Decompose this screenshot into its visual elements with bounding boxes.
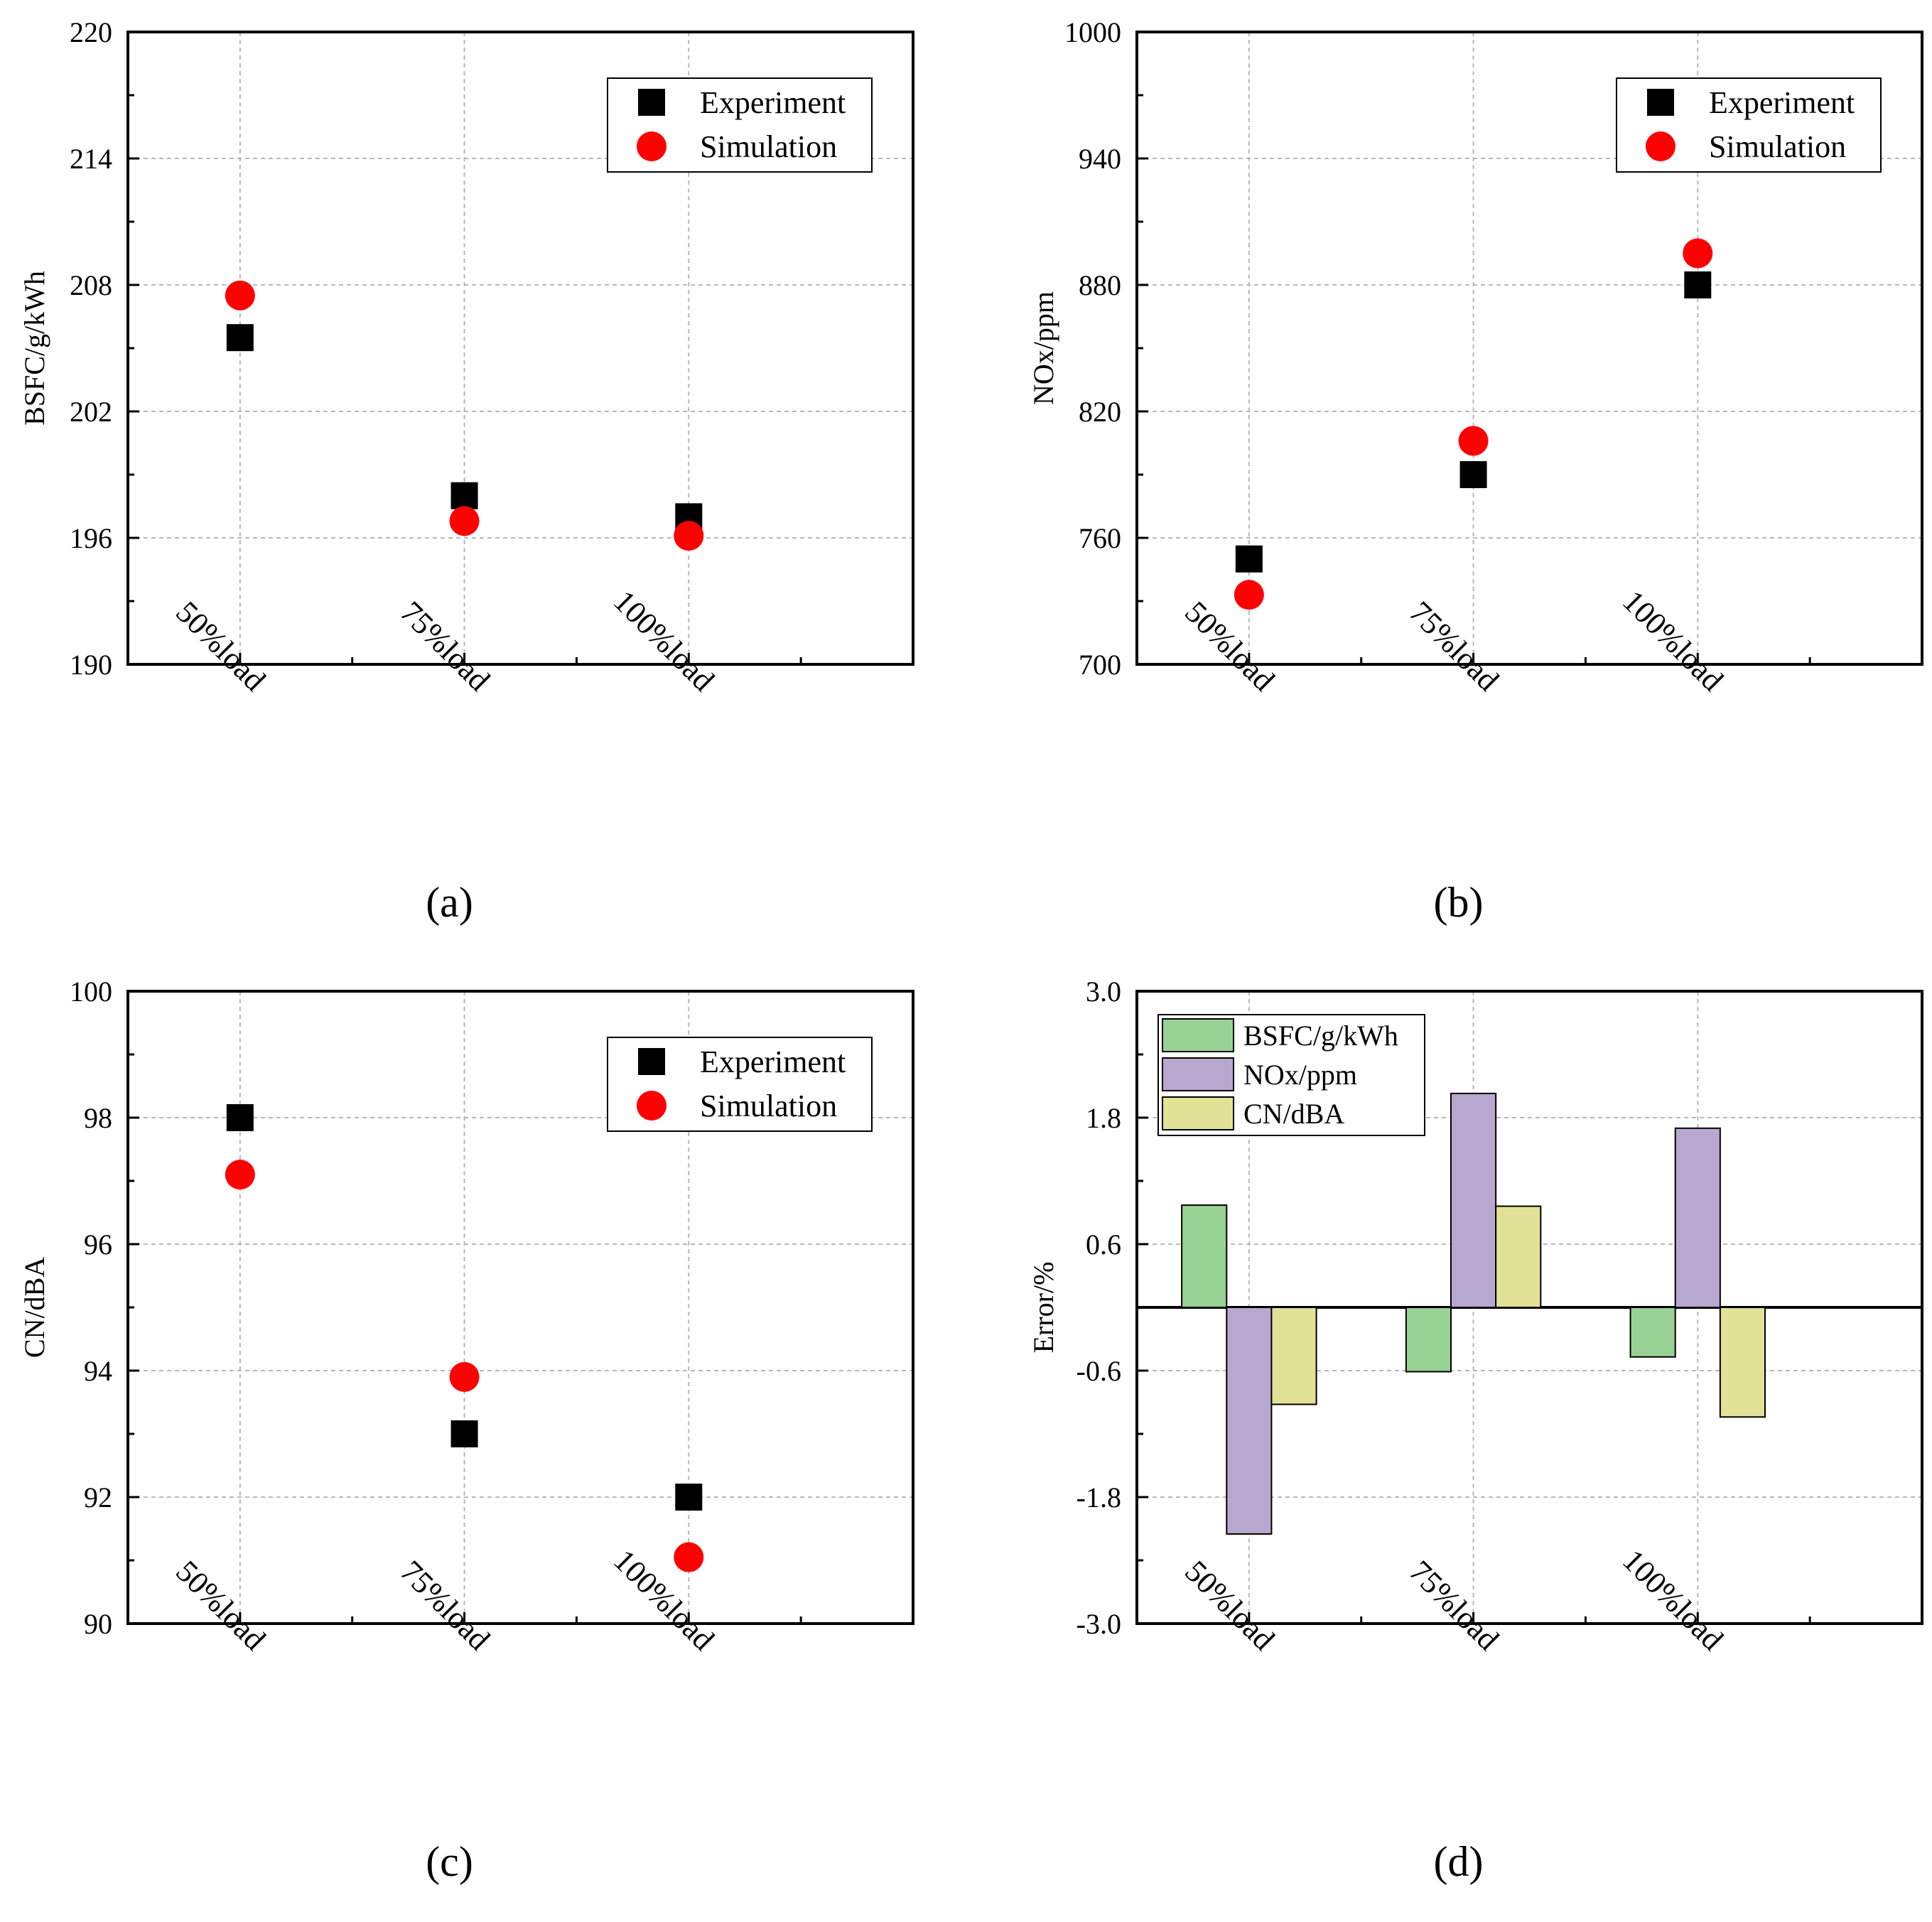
point-experiment-a [226, 324, 254, 352]
legend-label-experiment-b: Experiment [1709, 85, 1855, 120]
legend-label-bsfc-g-kwh-d: BSFC/g/kWh [1243, 1020, 1398, 1052]
point-experiment-a [450, 482, 478, 509]
bar-cn-dba-d [1719, 1307, 1766, 1418]
y-axis-label-b: NOx/ppm [1027, 291, 1059, 405]
panel-label-b: (b) [1434, 879, 1484, 926]
point-experiment-c [226, 1104, 254, 1131]
chart-svg-a: 190 196 202 208 214 220 50%load 75%load 100%load… [18, 16, 914, 926]
chart-panel-a: 190 196 202 208 214 220 50%load 75%load 100%load… [0, 0, 924, 963]
legend-marker-simulation-b [1646, 131, 1675, 161]
x-tick-label-a: 75%load [394, 595, 497, 698]
point-experiment-b [1684, 271, 1712, 298]
legend-label-simulation-c: Simulation [700, 1089, 837, 1123]
bar-cn-dba-d [1495, 1205, 1542, 1308]
point-simulation-c [225, 1160, 255, 1190]
legend-marker-simulation-c [637, 1091, 667, 1121]
y-tick-label-b: 940 [1079, 143, 1121, 175]
bar-nox-ppm-d [1226, 1307, 1273, 1535]
y-tick-label-b: 1000 [1064, 16, 1121, 48]
legend-marker-experiment-b [1647, 89, 1674, 116]
chart-svg-c: 90 92 94 96 98 100 50%load 75%load 100%load CN/dB… [18, 976, 914, 1885]
legend-swatch-bsfc-g-kwh-d [1162, 1018, 1234, 1052]
y-tick-label-a: 196 [70, 522, 112, 554]
point-simulation-c [449, 1361, 480, 1392]
y-tick-label-d: 0.6 [1086, 1229, 1121, 1260]
point-simulation-b [1683, 238, 1713, 269]
legend-marker-experiment-c [638, 1048, 665, 1075]
y-tick-label-c: 100 [70, 976, 112, 1008]
x-tick-label-d: 75%load [1403, 1554, 1506, 1657]
y-tick-label-a: 208 [70, 269, 112, 301]
point-experiment-b [1459, 461, 1487, 488]
y-tick-label-d: 1.8 [1086, 1102, 1121, 1134]
y-tick-label-a: 220 [70, 16, 112, 48]
y-tick-label-d: -3.0 [1076, 1608, 1121, 1640]
y-tick-label-c: 92 [84, 1481, 112, 1513]
chart-svg-d: -3.0 -1.8 -0.6 0.6 1.8 3.0 50%load 75%load 100%l… [1027, 976, 1923, 1885]
legend-label-cn-dba-d: CN/dBA [1243, 1098, 1344, 1130]
point-simulation-c [674, 1542, 704, 1572]
panel-label-a: (a) [426, 879, 473, 926]
point-experiment-c [675, 1484, 703, 1511]
bar-nox-ppm-d [1450, 1092, 1497, 1308]
x-tick-label-d: 100%load [1616, 1543, 1730, 1657]
y-tick-label-c: 98 [84, 1102, 112, 1134]
y-axis-label-a: BSFC/g/kWh [18, 271, 50, 426]
legend-marker-experiment-a [638, 89, 665, 116]
legend-swatch-nox-ppm-d [1162, 1057, 1234, 1091]
x-tick-label-a: 50%load [169, 595, 272, 698]
chart-panel-c: 90 92 94 96 98 100 50%load 75%load 100%load CN/dB… [0, 959, 924, 1922]
x-tick-label-c: 50%load [169, 1554, 272, 1657]
y-tick-label-d: 3.0 [1086, 976, 1121, 1008]
legend-label-nox-ppm-d: NOx/ppm [1243, 1059, 1357, 1091]
legend-swatch-cn-dba-d [1162, 1096, 1234, 1130]
x-tick-label-d: 50%load [1178, 1554, 1281, 1657]
x-tick-label-b: 75%load [1403, 595, 1506, 698]
y-tick-label-a: 190 [70, 649, 112, 681]
bar-cn-dba-d [1270, 1307, 1317, 1405]
legend-label-simulation-a: Simulation [700, 129, 837, 164]
y-axis-label-d: Error/% [1027, 1262, 1059, 1354]
y-tick-label-c: 96 [84, 1229, 112, 1260]
x-tick-label-a: 100%load [607, 583, 721, 698]
x-tick-label-b: 100%load [1616, 583, 1730, 698]
chart-svg-b: 700 760 820 880 940 1000 50%load 75%load 100%loa… [1027, 16, 1923, 926]
y-tick-label-b: 880 [1079, 269, 1121, 301]
legend-label-simulation-b: Simulation [1709, 129, 1846, 164]
point-simulation-a [449, 506, 480, 536]
y-tick-label-a: 214 [70, 143, 112, 175]
x-tick-label-c: 100%load [607, 1543, 721, 1657]
y-tick-label-a: 202 [70, 396, 112, 428]
bar-bsfc-g-kwh-d [1405, 1307, 1452, 1373]
x-tick-label-c: 75%load [394, 1554, 497, 1657]
chart-panel-d: -3.0 -1.8 -0.6 0.6 1.8 3.0 50%load 75%load 100%l… [1009, 959, 1932, 1922]
y-tick-label-b: 820 [1079, 396, 1121, 428]
y-axis-label-c: CN/dBA [18, 1257, 50, 1358]
bar-bsfc-g-kwh-d [1181, 1204, 1228, 1308]
legend-label-experiment-a: Experiment [700, 85, 846, 120]
panel-label-c: (c) [426, 1838, 473, 1885]
point-simulation-a [674, 521, 704, 551]
point-experiment-c [450, 1420, 478, 1447]
panel-label-d: (d) [1434, 1838, 1484, 1885]
legend-marker-simulation-a [637, 131, 667, 161]
point-experiment-b [1235, 545, 1263, 573]
bar-nox-ppm-d [1674, 1127, 1721, 1308]
y-tick-label-b: 760 [1079, 522, 1121, 554]
chart-panel-b: 700 760 820 880 940 1000 50%load 75%load 100%loa… [1009, 0, 1932, 963]
legend-label-experiment-c: Experiment [700, 1044, 846, 1079]
bar-bsfc-g-kwh-d [1629, 1307, 1676, 1358]
point-simulation-b [1458, 426, 1489, 456]
y-tick-label-c: 90 [84, 1608, 112, 1640]
y-tick-label-b: 700 [1079, 649, 1121, 681]
y-tick-label-d: -1.8 [1076, 1481, 1121, 1513]
y-tick-label-c: 94 [84, 1355, 112, 1387]
point-simulation-b [1234, 580, 1264, 610]
y-tick-label-d: -0.6 [1076, 1355, 1121, 1387]
x-tick-label-b: 50%load [1178, 595, 1281, 698]
point-simulation-a [225, 280, 255, 311]
